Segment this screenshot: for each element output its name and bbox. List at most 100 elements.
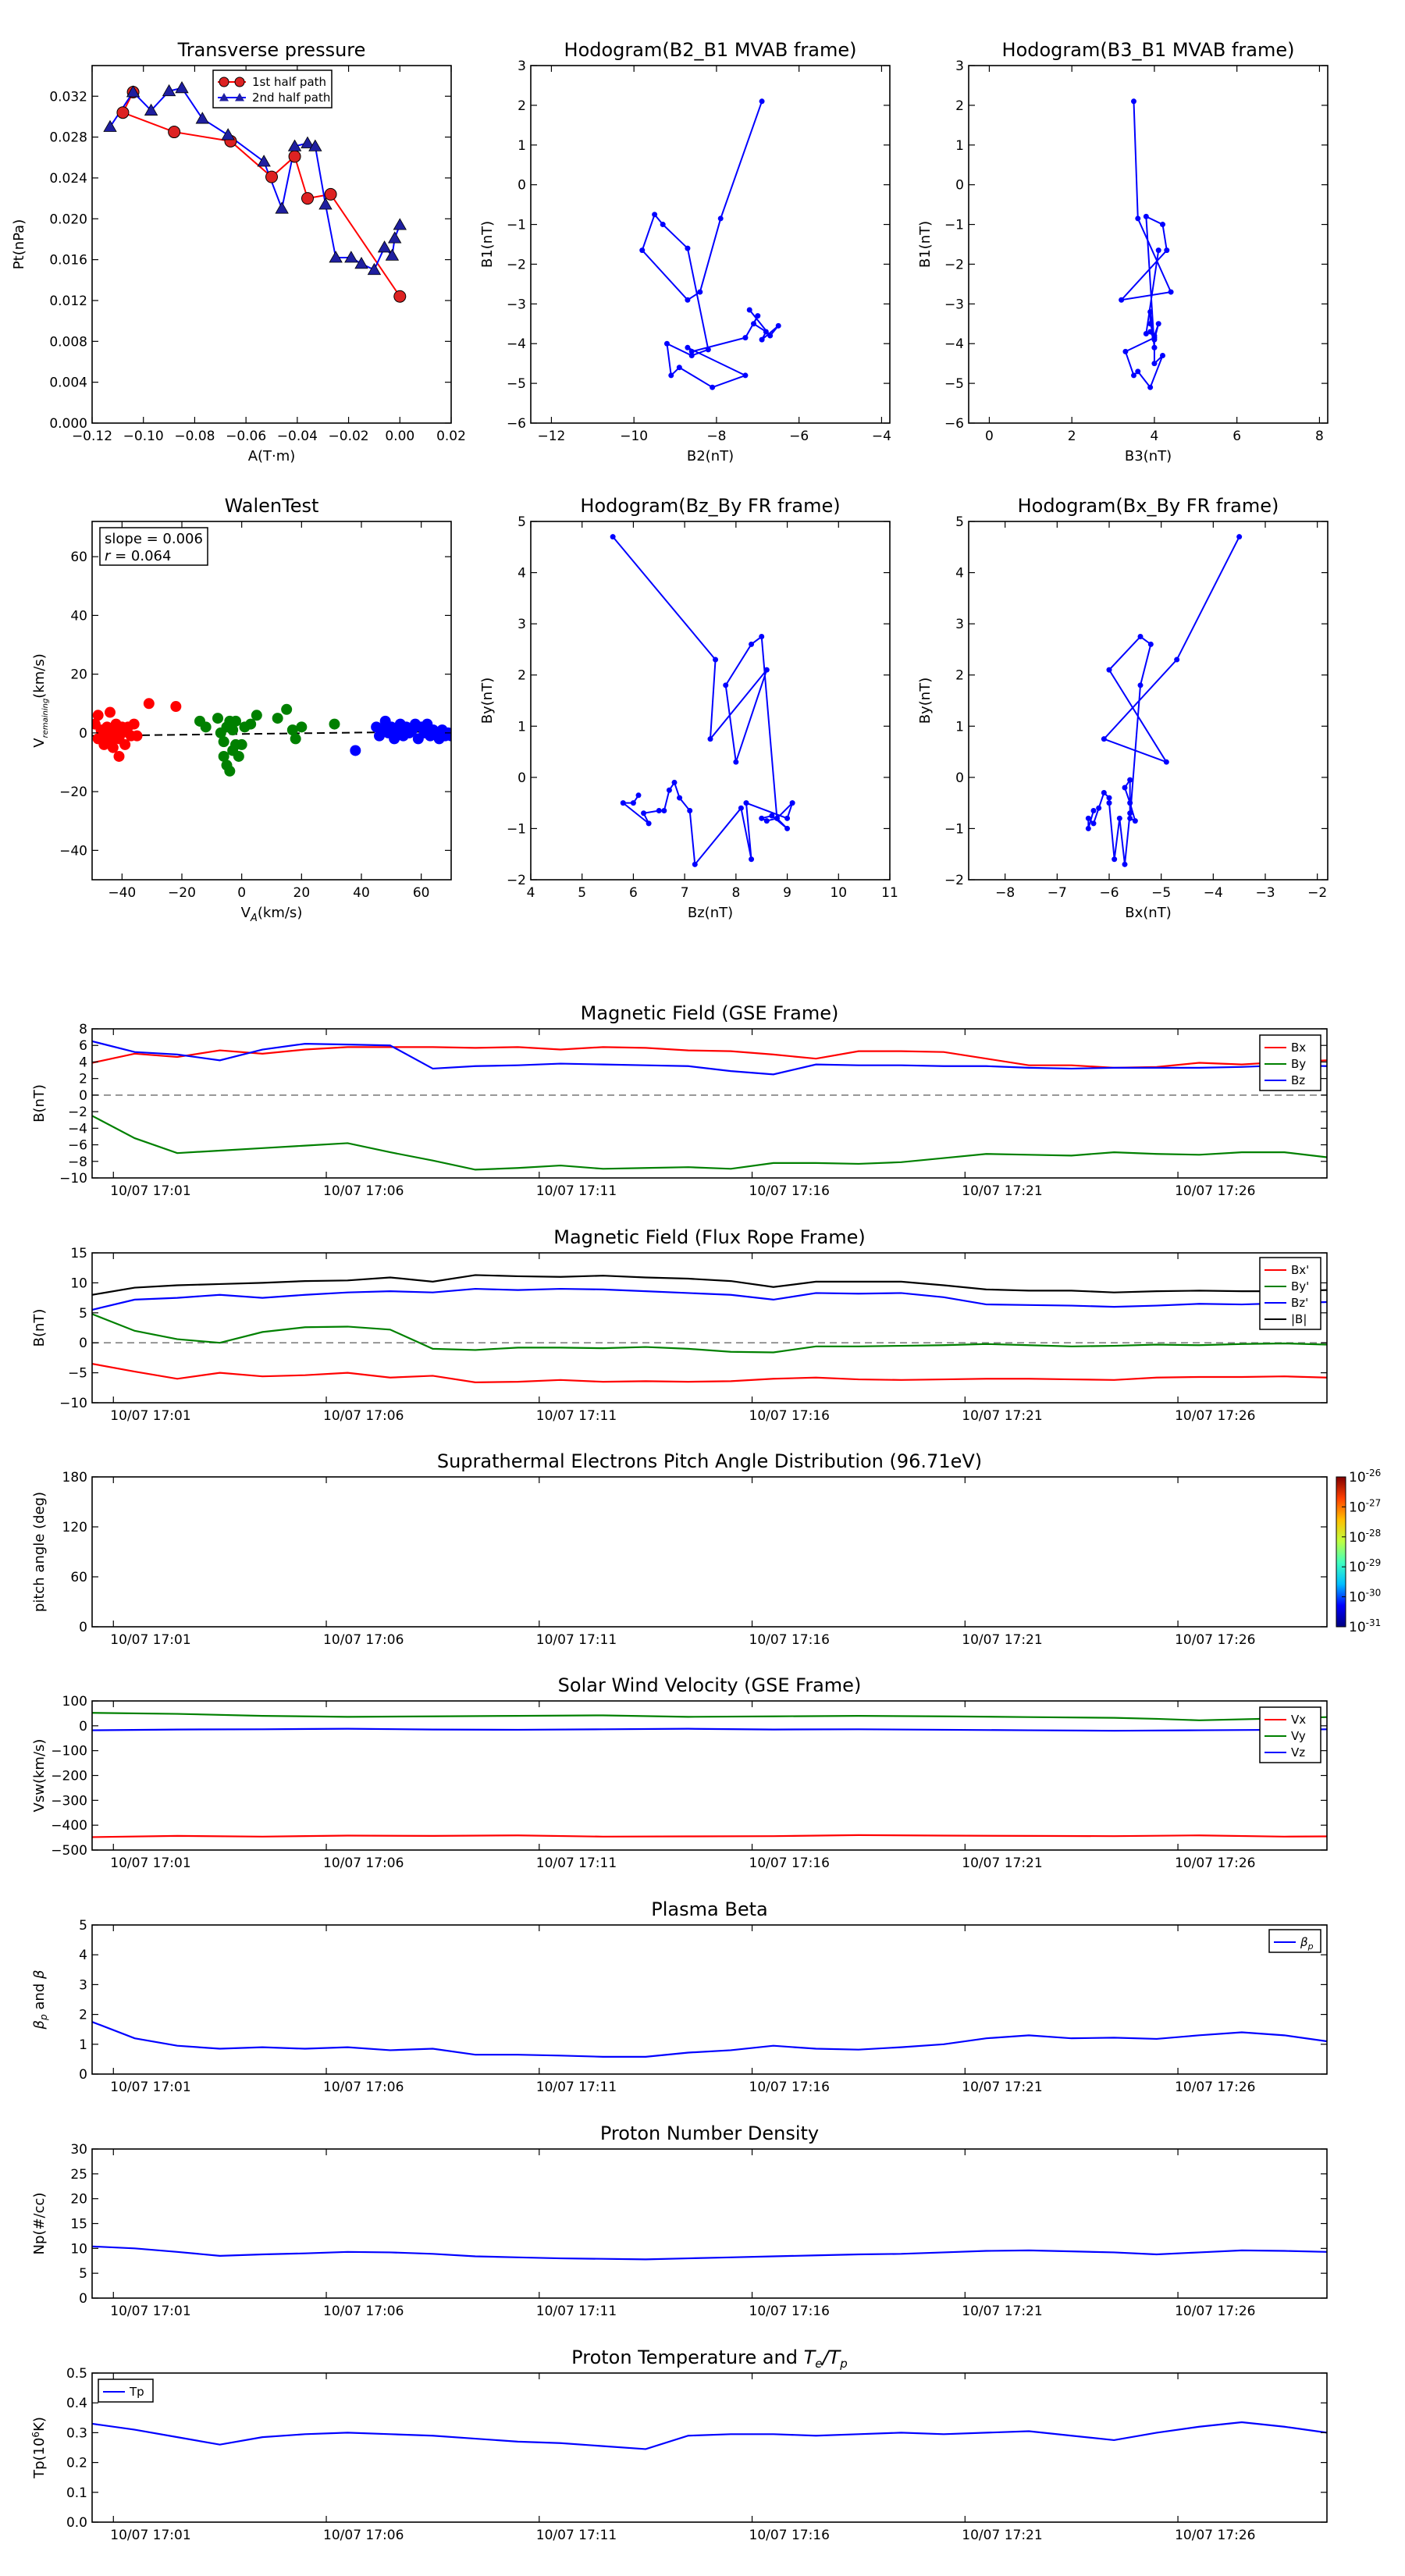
y-tick-label: 60 — [70, 550, 87, 565]
x-tick-label: 10/07 17:21 — [962, 2304, 1042, 2319]
series-group — [639, 98, 781, 390]
x-tick-label: 10/07 17:26 — [1175, 2304, 1255, 2319]
data-point — [639, 247, 646, 254]
y-axis-label: Pt(nPa) — [11, 219, 27, 269]
x-tick-label: 10/07 17:06 — [323, 1183, 404, 1199]
data-point — [1137, 634, 1144, 640]
series-line — [92, 1712, 1327, 1721]
y-tick-label: −300 — [51, 1793, 87, 1809]
data-point — [620, 800, 626, 806]
x-tick-label: 10/07 17:26 — [1175, 2528, 1255, 2543]
x-axis-label-main: V — [241, 905, 251, 921]
legend-label: Vy — [1291, 1729, 1306, 1743]
y-tick-label: 0 — [955, 770, 964, 786]
y-axis-label: By(nT) — [917, 678, 934, 724]
data-point — [388, 231, 402, 244]
series-group — [92, 2245, 1327, 2261]
y-tick-label: 20 — [70, 2192, 87, 2208]
data-point — [257, 155, 271, 167]
data-point — [717, 215, 724, 222]
data-point — [1160, 352, 1166, 358]
x-tick-label: 10/07 17:11 — [536, 1632, 617, 1648]
colorbar-tick-label: 10-29 — [1349, 1557, 1381, 1575]
colorbar-tick-label: 10-28 — [1349, 1528, 1381, 1546]
data-point — [1147, 309, 1154, 315]
legend-label: By — [1291, 1057, 1306, 1071]
data-point — [1130, 372, 1136, 379]
y-tick-label: 10 — [70, 2241, 87, 2257]
data-point — [308, 139, 322, 151]
y-tick-label: 0 — [955, 178, 964, 194]
colorbar-tick-exponent: -31 — [1366, 1617, 1382, 1628]
legend-marker — [234, 76, 245, 87]
x-tick-label: 8 — [1315, 429, 1324, 444]
data-point — [763, 667, 770, 673]
data-point — [200, 721, 212, 733]
y-tick-label: 1 — [955, 138, 964, 154]
x-tick-label: 7 — [681, 885, 689, 901]
data-point — [746, 307, 752, 313]
data-point — [170, 701, 182, 713]
y-tick-label: 1 — [79, 2037, 87, 2053]
series-line — [1119, 101, 1172, 390]
data-point — [377, 240, 392, 253]
y-tick-label: 5 — [79, 1306, 87, 1322]
data-point — [128, 718, 140, 730]
annotation-r: r = 0.064 — [105, 548, 171, 564]
data-point — [350, 745, 361, 756]
data-point — [759, 98, 765, 105]
y-tick-label: 3 — [518, 59, 526, 74]
data-point — [738, 805, 744, 811]
chart-title-te: T — [804, 2347, 817, 2368]
data-point — [1147, 384, 1154, 390]
chart-title: WalenTest — [225, 495, 319, 517]
x-tick-label: 0.02 — [436, 429, 466, 444]
series-line — [92, 1040, 1327, 1076]
series-line — [92, 2421, 1327, 2450]
data-point — [1122, 785, 1128, 791]
data-point — [677, 795, 683, 801]
y-tick-label: −3 — [507, 297, 526, 312]
series-group — [92, 698, 451, 777]
y-tick-label: −4 — [68, 1121, 87, 1137]
data-point — [144, 103, 158, 116]
data-point — [1151, 344, 1158, 350]
chart-title: Hodogram(Bz_By FR frame) — [580, 495, 840, 517]
y-axis-label-main: V — [31, 738, 48, 748]
data-point — [663, 340, 670, 347]
data-point — [763, 329, 769, 335]
y-tick-label: −2 — [507, 257, 526, 272]
legend-box — [1268, 1929, 1321, 1953]
y-tick-label: −1 — [944, 218, 964, 233]
plot-frame — [91, 1252, 1328, 1404]
y-tick-label: −1 — [507, 821, 526, 837]
chart-title: Transverse pressure — [177, 39, 366, 61]
data-point — [1101, 790, 1107, 796]
data-point — [1168, 289, 1174, 295]
data-point — [743, 800, 749, 806]
data-point — [103, 119, 117, 132]
data-point — [759, 634, 765, 640]
data-point — [1163, 759, 1169, 765]
y-tick-label: 8 — [79, 1022, 87, 1037]
data-point — [775, 322, 781, 329]
y-axis-label-exp: 6 — [30, 2432, 41, 2438]
y-tick-label: 0.020 — [49, 212, 87, 227]
y-tick-label: 20 — [70, 667, 87, 683]
series-line — [92, 1834, 1327, 1838]
data-point — [233, 750, 244, 762]
x-tick-label: 10/07 17:01 — [110, 2304, 190, 2319]
chart-title: Hodogram(B3_B1 MVAB frame) — [1002, 39, 1295, 61]
y-tick-label: 15 — [70, 1246, 87, 1261]
data-point — [707, 736, 713, 742]
y-tick-label: 0.3 — [66, 2425, 87, 2441]
data-point — [1090, 820, 1097, 827]
y-tick-label: 5 — [518, 514, 526, 530]
y-axis-label: βp and β — [31, 1970, 49, 2030]
y-tick-label: 10 — [70, 1276, 87, 1291]
x-tick-label: 6 — [1232, 429, 1241, 444]
series-line — [92, 2245, 1327, 2261]
x-tick-label: 8 — [731, 885, 740, 901]
plot-frame — [91, 521, 452, 881]
data-point — [1085, 815, 1091, 821]
